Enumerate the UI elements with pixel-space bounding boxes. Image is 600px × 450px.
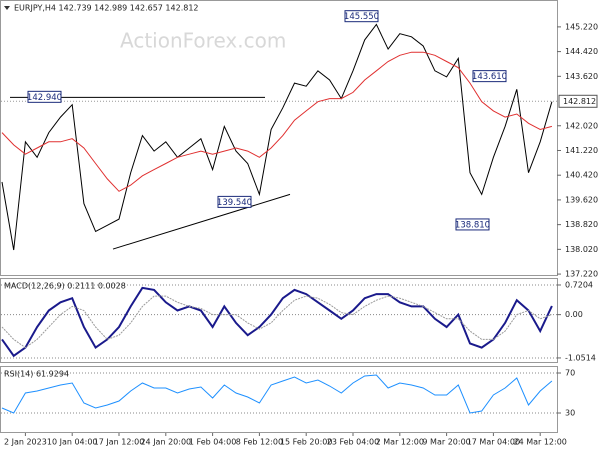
annotation-box <box>472 70 507 83</box>
series-line <box>1 51 553 192</box>
panel-title: RSI(14) 61.9294 <box>4 370 69 379</box>
y-tick-label: 145.220 <box>565 22 598 31</box>
annotation-label: 139.540 <box>217 198 252 208</box>
panel-frame <box>0 0 558 276</box>
series-line <box>1 295 553 349</box>
y-tick-label: 138.820 <box>565 220 598 229</box>
x-tick-label: 17 Mar 04:00 <box>467 438 520 447</box>
y-tick-label: 138.020 <box>565 245 598 254</box>
x-tick-label: 23 Feb 04:00 <box>327 438 379 447</box>
y-tick-label: 143.620 <box>565 72 598 81</box>
y-tick-label: -1.0514 <box>565 353 596 362</box>
symbol-icon <box>4 6 10 10</box>
price-annotation: 139.540 <box>217 195 252 208</box>
y-tick-label: 144.420 <box>565 47 598 56</box>
y-tick-label: 140.420 <box>565 171 598 180</box>
x-tick-label: 24 Mar 12:00 <box>513 438 566 447</box>
x-tick-label: 1 Feb 04:00 <box>189 438 236 447</box>
series-line <box>1 374 553 414</box>
trend-line <box>112 193 291 250</box>
watermark: ActionForex.com <box>120 29 286 53</box>
x-tick-label: 15 Feb 20:00 <box>280 438 332 447</box>
price-annotation: 145.550 <box>344 10 379 23</box>
price-annotation: 143.610 <box>472 70 507 83</box>
series-line <box>1 286 553 358</box>
panel-title: MACD(12,26,9) 0.2111 0.0028 <box>4 282 126 291</box>
x-tick-label: 2 Mar 12:00 <box>376 438 424 447</box>
y-tick-label: 141.220 <box>565 146 598 155</box>
y-tick-label: 142.020 <box>565 121 598 130</box>
x-tick-label: 9 Mar 20:00 <box>422 438 470 447</box>
y-tick-label: 30 <box>565 409 575 418</box>
price-annotation: 142.940 <box>27 90 62 103</box>
annotation-label: 142.940 <box>27 93 62 103</box>
y-tick-label: 0.7204 <box>565 280 593 289</box>
y-tick-label: 70 <box>565 369 575 378</box>
panel-frame <box>0 366 558 433</box>
y-tick-label: 137.220 <box>565 270 598 279</box>
annotation-label: 138.810 <box>455 220 490 230</box>
y-tick-label: 0.00 <box>565 310 583 319</box>
x-tick-label: 10 Jan 04:00 <box>47 438 98 447</box>
x-tick-label: 8 Feb 12:00 <box>236 438 283 447</box>
x-tick-label: 2 Jan 2023 <box>4 438 47 447</box>
annotation-box <box>455 218 490 231</box>
last-price-label: 142.812 <box>563 97 596 106</box>
price-annotation: 138.810 <box>455 218 490 231</box>
y-tick-label: 139.620 <box>565 195 598 204</box>
series-line <box>1 23 553 251</box>
annotation-label: 143.610 <box>472 72 507 82</box>
last-price-box <box>558 94 598 108</box>
panel-frame <box>0 278 558 363</box>
x-tick-label: 24 Jan 20:00 <box>140 438 191 447</box>
annotation-box <box>217 195 252 208</box>
panel-title: EURJPY,H4 142.739 142.989 142.657 142.81… <box>14 4 199 13</box>
x-tick-label: 17 Jan 12:00 <box>94 438 145 447</box>
annotation-box <box>27 90 62 103</box>
annotation-box <box>344 10 379 23</box>
annotation-label: 145.550 <box>344 12 379 22</box>
